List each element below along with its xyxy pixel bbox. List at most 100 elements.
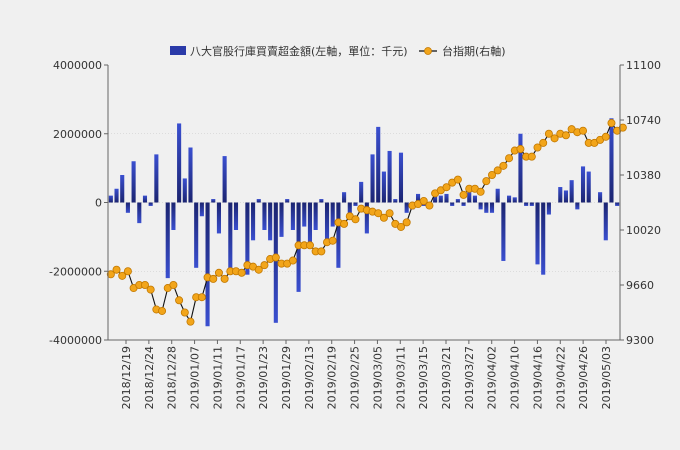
right-tick-label: 11100: [626, 59, 661, 72]
right-tick-label: 9300: [626, 334, 654, 347]
bar: [199, 202, 204, 217]
bar: [569, 180, 574, 203]
bar: [609, 118, 614, 203]
line-point: [140, 280, 149, 289]
line-point: [123, 267, 132, 276]
bar: [342, 192, 347, 203]
line-point: [220, 274, 229, 283]
line-point: [499, 161, 508, 170]
bar: [472, 195, 477, 203]
line-point: [260, 261, 269, 270]
line-point: [288, 256, 297, 265]
x-tick-label: 2019/04/16: [531, 346, 544, 409]
x-tick-label: 2018/12/19: [120, 346, 133, 409]
x-tick-label: 2019/01/07: [189, 346, 202, 409]
x-tick-label: 2019/01/17: [234, 346, 247, 409]
bar: [285, 199, 290, 203]
bar: [450, 202, 455, 206]
bar: [182, 178, 187, 203]
line-point: [385, 209, 394, 218]
line-point: [180, 308, 189, 317]
x-tick-label: 2019/05/03: [600, 346, 613, 409]
line-point: [396, 222, 405, 231]
line-point: [550, 134, 559, 143]
bar: [376, 126, 381, 203]
bar: [478, 202, 483, 210]
bar: [120, 175, 125, 203]
bar: [507, 195, 512, 203]
bar: [324, 202, 330, 244]
legend-bar-swatch: [170, 46, 186, 55]
line-point: [106, 270, 115, 279]
line-point: [158, 306, 167, 315]
line-point: [379, 213, 388, 222]
x-tick-label: 2019/04/26: [577, 346, 590, 409]
bar: [347, 202, 352, 217]
bar: [177, 123, 182, 203]
bar: [148, 202, 153, 206]
bar: [262, 202, 267, 230]
line-point: [505, 154, 514, 163]
bar: [273, 202, 278, 323]
x-tick-label: 2019/02/13: [303, 346, 316, 409]
bar: [245, 202, 250, 275]
line-point: [112, 265, 121, 274]
line-point: [175, 296, 184, 305]
left-tick-label: -2000000: [49, 265, 102, 278]
bar: [467, 192, 472, 203]
line-point: [453, 175, 462, 184]
bar: [461, 202, 466, 206]
bar: [211, 199, 216, 203]
line-point: [482, 177, 491, 186]
line-point: [527, 152, 536, 161]
line-point: [607, 119, 616, 128]
bar: [393, 199, 398, 203]
bar: [228, 202, 233, 275]
x-tick-label: 2019/03/15: [417, 346, 430, 409]
right-tick-label: 10380: [626, 169, 661, 182]
bar: [154, 154, 159, 203]
bar: [484, 202, 489, 213]
left-tick-label: -4000000: [49, 334, 102, 347]
bar: [586, 171, 591, 203]
bar: [489, 202, 495, 213]
right-tick-label: 9660: [626, 279, 654, 292]
bar: [319, 199, 324, 203]
bar: [307, 202, 313, 248]
bar: [108, 195, 113, 203]
bar: [353, 202, 358, 206]
legend-line-marker: [424, 47, 432, 55]
x-tick-label: 2018/12/28: [166, 346, 179, 409]
bar: [444, 193, 449, 203]
line-point: [214, 268, 223, 277]
x-tick-label: 2019/04/10: [509, 346, 522, 409]
x-tick-label: 2019/02/19: [326, 346, 339, 409]
line-point: [476, 187, 485, 196]
bar: [416, 193, 421, 203]
bar: [290, 202, 295, 230]
bar: [535, 202, 540, 265]
line-point: [209, 274, 218, 283]
left-tick-label: 0: [95, 197, 102, 210]
x-tick-label: 2019/03/27: [463, 346, 476, 409]
line-point: [459, 190, 468, 199]
line-point: [516, 145, 525, 154]
right-tick-label: 10740: [626, 114, 661, 127]
bar: [205, 202, 210, 327]
line-point: [317, 247, 326, 256]
x-tick-label: 2019/03/05: [371, 346, 384, 409]
bar: [194, 202, 199, 268]
bar: [131, 161, 136, 203]
bar: [563, 190, 569, 203]
line-point: [271, 253, 280, 262]
bar: [359, 181, 364, 203]
left-tick-label: 2000000: [53, 128, 102, 141]
bar: [165, 202, 170, 279]
bar: [256, 199, 261, 203]
line-point: [305, 241, 314, 250]
line-point: [169, 280, 178, 289]
bar: [381, 171, 386, 203]
bar: [495, 188, 500, 203]
bar: [546, 202, 551, 215]
